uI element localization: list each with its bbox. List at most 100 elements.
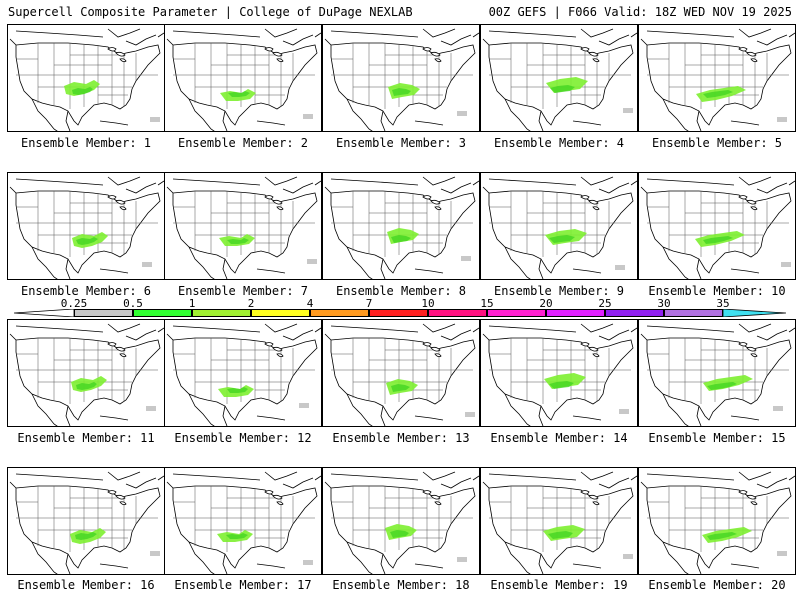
colorbar-tick-label: 15: [480, 297, 494, 310]
scp-contour: [707, 532, 737, 540]
us-map-graphic: [482, 323, 637, 426]
us-outline: [330, 42, 476, 126]
scp-contour: [623, 108, 633, 113]
us-outline: [488, 337, 634, 421]
panel-caption: Ensemble Member: 16: [17, 578, 155, 592]
map-title: Supercell Composite Parameter | College …: [8, 5, 413, 19]
scp-contour: [72, 87, 93, 95]
colorbar-left-arrow: [14, 309, 74, 317]
scp-contour: [619, 409, 629, 414]
colorbar-tick-label: 10: [421, 297, 435, 310]
scp-contour: [615, 265, 625, 270]
panel-caption: Ensemble Member: 2: [177, 136, 309, 150]
us-outline: [172, 42, 318, 126]
us-map-graphic: [166, 323, 321, 426]
scp-contour: [76, 237, 98, 245]
us-outline: [646, 485, 792, 569]
us-outline: [646, 190, 792, 274]
us-map-graphic: [9, 323, 164, 426]
scp-contour: [777, 551, 787, 556]
us-map-graphic: [9, 176, 164, 279]
panel-caption: Ensemble Member: 19: [490, 578, 628, 592]
scp-contour: [227, 387, 248, 393]
colorbar-segment: [546, 309, 605, 317]
scp-contour: [465, 412, 475, 417]
us-outline: [646, 337, 792, 421]
us-outline: [15, 42, 161, 126]
colorbar-segment: [428, 309, 487, 317]
ensemble-map-panel: [638, 319, 796, 427]
us-outline: [330, 485, 476, 569]
us-map-graphic: [9, 28, 164, 131]
us-map-graphic: [166, 28, 321, 131]
scp-contour: [227, 238, 249, 244]
colorbar-tick-label: 30: [657, 297, 671, 310]
scp-contour: [142, 262, 152, 267]
scp-contour: [303, 114, 313, 119]
us-map-graphic: [9, 471, 164, 574]
us-outline: [172, 337, 318, 421]
scp-contour: [707, 382, 737, 390]
scp-contour: [549, 235, 575, 243]
panel-caption: Ensemble Member: 8: [335, 284, 467, 298]
colorbar-segment: [133, 309, 192, 317]
panel-caption: Ensemble Member: 4: [493, 136, 625, 150]
panel-caption: Ensemble Member: 1: [20, 136, 152, 150]
us-map-graphic: [482, 176, 637, 279]
panel-caption: Ensemble Member: 5: [651, 136, 783, 150]
colorbar-tick-label: 35: [716, 297, 730, 310]
ensemble-map-panel: [164, 319, 322, 427]
us-map-graphic: [640, 323, 795, 426]
scp-contour: [777, 117, 787, 122]
us-map-graphic: [166, 176, 321, 279]
colorbar-tick-label: 20: [539, 297, 553, 310]
colorbar-segment: [251, 309, 310, 317]
colorbar-segment: [74, 309, 133, 317]
us-map-graphic: [640, 176, 795, 279]
us-outline: [330, 190, 476, 274]
ensemble-map-panel: [7, 24, 165, 132]
scp-contour: [457, 111, 467, 116]
ensemble-map-panel: [164, 24, 322, 132]
colorbar-segment: [605, 309, 664, 317]
ensemble-map-panel: [164, 172, 322, 280]
scp-contour: [392, 88, 411, 96]
colorbar-tick-label: 2: [247, 297, 255, 310]
scp-contour: [548, 531, 573, 539]
scp-contour: [303, 560, 313, 565]
ensemble-map-panel: [638, 467, 796, 575]
ensemble-map-panel: [322, 172, 480, 280]
scp-contour: [773, 406, 783, 411]
panel-caption: Ensemble Member: 17: [174, 578, 312, 592]
panel-caption: Ensemble Member: 12: [174, 431, 312, 445]
us-map-graphic: [324, 471, 479, 574]
ensemble-map-panel: [322, 24, 480, 132]
ensemble-map-panel: [480, 172, 638, 280]
us-outline: [488, 190, 634, 274]
ensemble-map-panel: [7, 319, 165, 427]
ensemble-map-panel: [480, 319, 638, 427]
ensemble-map-panel: [638, 24, 796, 132]
panel-caption: Ensemble Member: 3: [335, 136, 467, 150]
panel-caption: Ensemble Member: 20: [648, 578, 786, 592]
us-outline: [488, 485, 634, 569]
us-outline: [488, 42, 634, 126]
us-outline: [330, 337, 476, 421]
scp-contour: [391, 235, 411, 243]
scp-contour: [307, 259, 317, 264]
colorbar-tick-label: 4: [306, 297, 314, 310]
scp-contour: [299, 403, 309, 408]
ensemble-map-panel: [638, 172, 796, 280]
us-outline: [646, 42, 792, 126]
scp-contour: [703, 236, 733, 244]
ensemble-map-panel: [322, 319, 480, 427]
us-map-graphic: [640, 28, 795, 131]
scp-contour: [391, 384, 410, 392]
colorbar-segment: [664, 309, 723, 317]
scp-contour: [75, 532, 97, 540]
us-map-graphic: [324, 323, 479, 426]
panel-caption: Ensemble Member: 6: [20, 284, 152, 298]
scp-contour: [150, 551, 160, 556]
scp-contour: [703, 90, 733, 98]
scp-contour: [781, 262, 791, 267]
